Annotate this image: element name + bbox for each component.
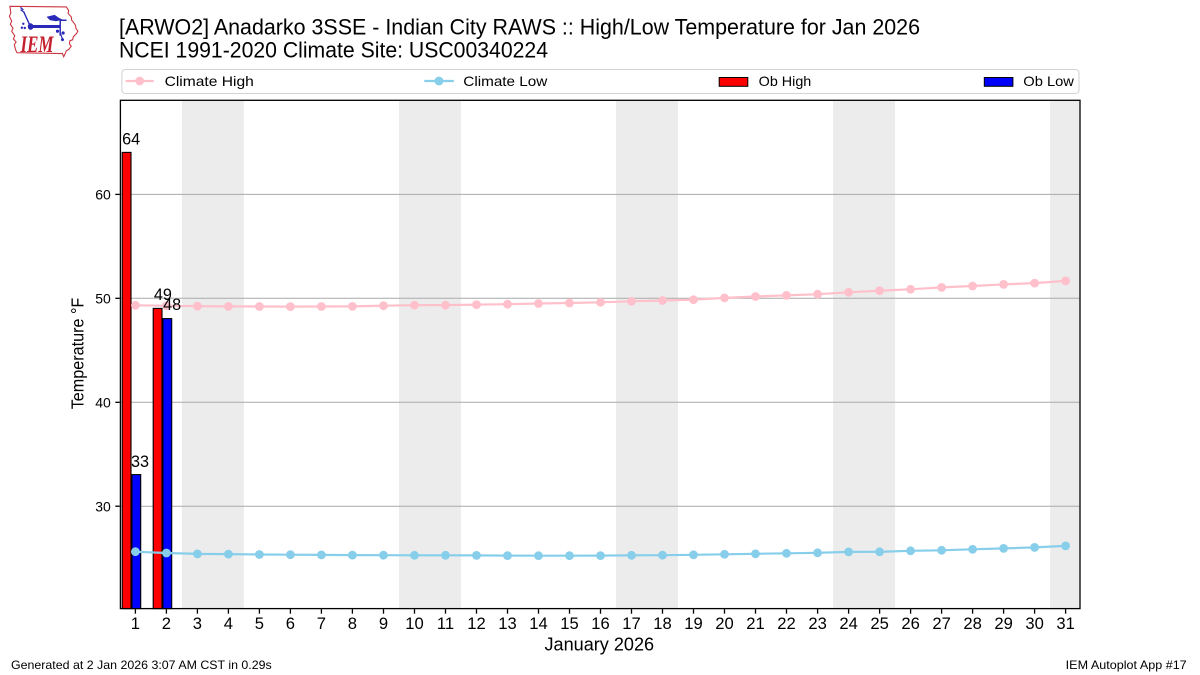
svg-text:Generated at 2 Jan 2026 3:07 A: Generated at 2 Jan 2026 3:07 AM CST in 0… (11, 659, 272, 672)
svg-text:Ob High: Ob High (759, 73, 812, 89)
svg-text:22: 22 (777, 614, 795, 633)
svg-text:27: 27 (932, 614, 950, 633)
svg-text:17: 17 (622, 614, 640, 633)
svg-text:11: 11 (437, 614, 454, 633)
svg-text:1: 1 (131, 614, 140, 633)
svg-text:Ob Low: Ob Low (1023, 73, 1075, 89)
svg-text:7: 7 (317, 614, 326, 633)
svg-text:31: 31 (1056, 614, 1074, 633)
svg-text:8: 8 (348, 614, 357, 633)
svg-text:13: 13 (498, 614, 516, 633)
svg-text:3: 3 (193, 614, 202, 633)
svg-text:5: 5 (255, 614, 264, 633)
svg-text:NCEI 1991-2020 Climate Site: U: NCEI 1991-2020 Climate Site: USC00340224 (119, 37, 548, 62)
svg-text:IEM: IEM (20, 32, 55, 57)
svg-text:30: 30 (1025, 614, 1043, 633)
svg-text:40: 40 (95, 394, 111, 410)
svg-text:12: 12 (467, 614, 485, 633)
svg-text:50: 50 (95, 290, 111, 306)
svg-text:4: 4 (224, 614, 233, 633)
svg-text:30: 30 (95, 498, 111, 514)
svg-text:18: 18 (653, 614, 671, 633)
svg-text:21: 21 (746, 614, 764, 633)
svg-text:49: 49 (154, 286, 172, 304)
svg-text:[ARWO2] Anadarko 3SSE - Indian: [ARWO2] Anadarko 3SSE - Indian City RAWS… (119, 14, 920, 39)
svg-text:26: 26 (901, 614, 919, 633)
svg-text:6: 6 (286, 614, 295, 633)
svg-text:24: 24 (839, 614, 857, 633)
svg-text:33: 33 (131, 453, 149, 471)
svg-text:60: 60 (95, 187, 111, 203)
svg-text:14: 14 (529, 614, 547, 633)
svg-text:25: 25 (870, 614, 888, 633)
svg-text:23: 23 (808, 614, 826, 633)
svg-text:15: 15 (560, 614, 578, 633)
svg-text:Climate High: Climate High (165, 73, 254, 89)
svg-text:19: 19 (684, 614, 702, 633)
svg-text:January 2026: January 2026 (545, 634, 655, 654)
svg-text:2: 2 (162, 614, 171, 633)
svg-text:10: 10 (405, 614, 423, 633)
svg-text:IEM Autoplot App #17: IEM Autoplot App #17 (1066, 659, 1187, 672)
svg-text:Climate Low: Climate Low (463, 73, 548, 89)
svg-text:9: 9 (379, 614, 388, 633)
svg-text:20: 20 (715, 614, 733, 633)
svg-text:29: 29 (994, 614, 1012, 633)
svg-text:48: 48 (163, 296, 181, 314)
svg-text:28: 28 (963, 614, 981, 633)
svg-text:Temperature °F: Temperature °F (68, 298, 88, 410)
svg-text:16: 16 (591, 614, 609, 633)
svg-text:64: 64 (122, 130, 140, 148)
